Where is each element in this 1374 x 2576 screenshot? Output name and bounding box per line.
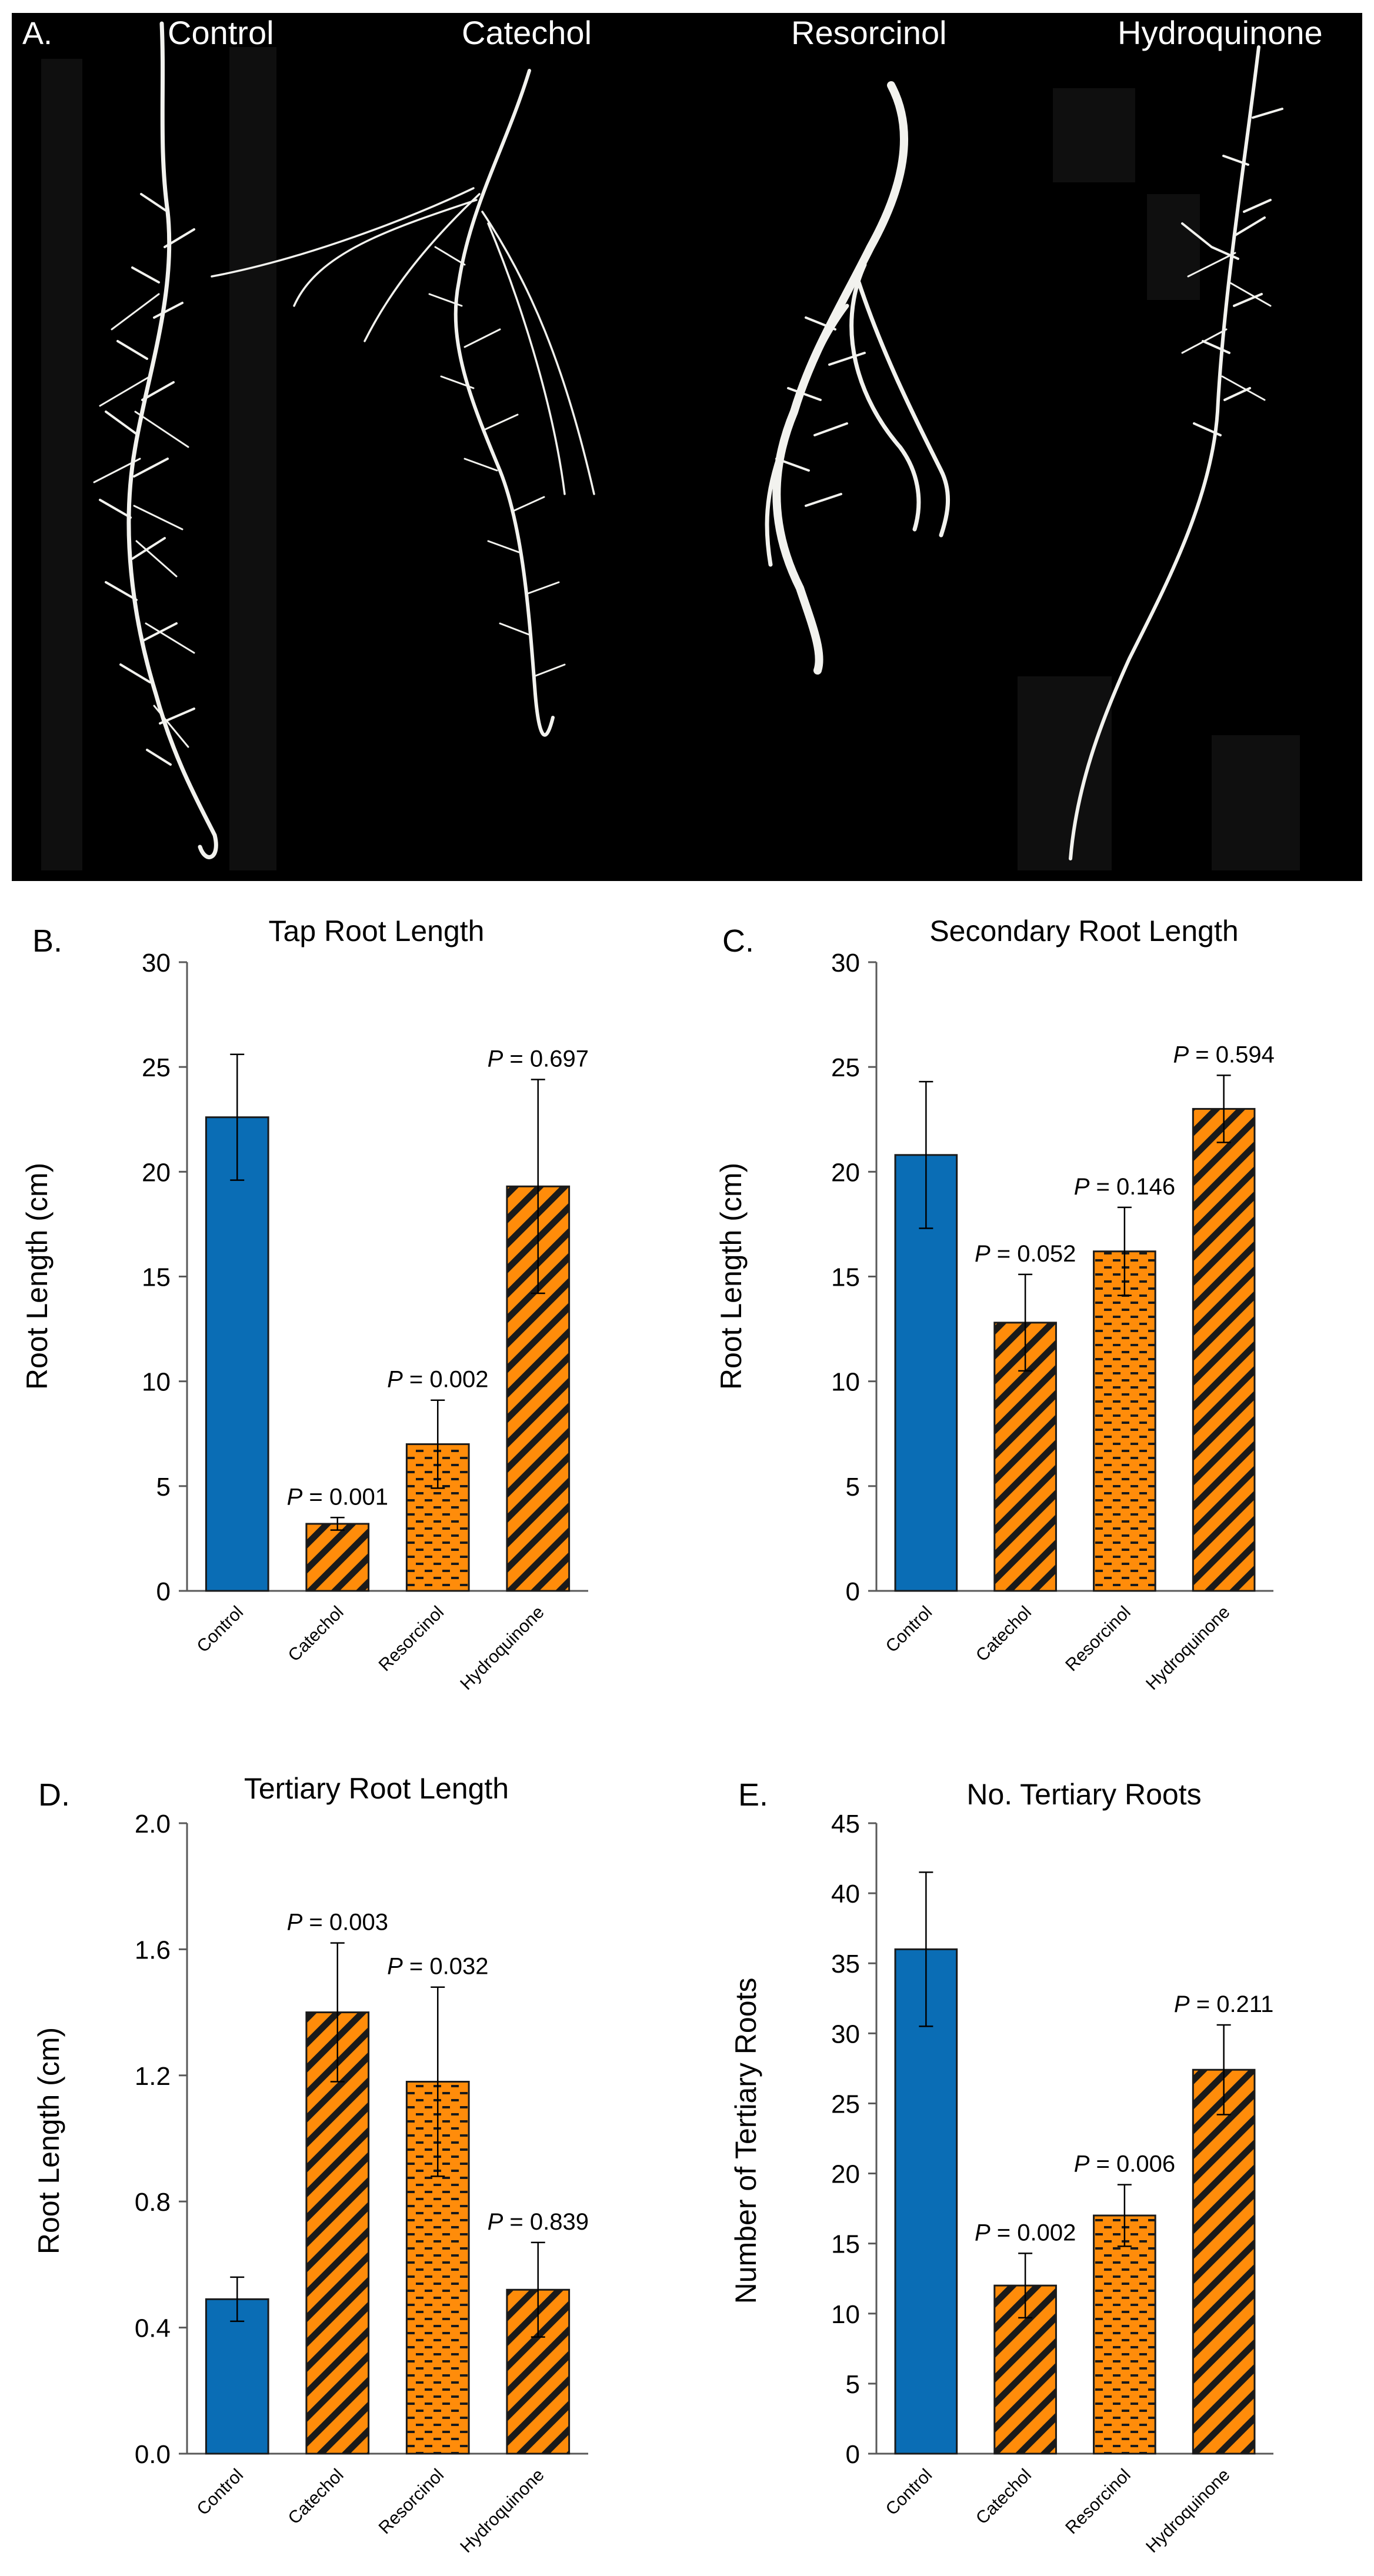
x-tick-label-hydroquinone: Hydroquinone	[456, 1603, 548, 1694]
bar-resorcinol	[1093, 2214, 1156, 2455]
y-tick-label: 5	[846, 1473, 860, 1501]
p-value-annotation: P = 0.003	[287, 1910, 388, 1936]
chart-title: Tap Root Length	[269, 915, 485, 947]
x-tick-label-resorcinol: Resorcinol	[1062, 1603, 1135, 1676]
x-tick-label-hydroquinone: Hydroquinone	[456, 2465, 548, 2557]
y-axis-label: Root Length (cm)	[21, 1163, 54, 1390]
chart-e: E. No. Tertiary Roots Number of Tertiary R…	[729, 1777, 1273, 2557]
y-axis-label: Root Length (cm)	[715, 1163, 748, 1390]
y-tick-label: 40	[831, 1880, 860, 1908]
root-resorcinol	[765, 81, 950, 675]
panel-label: D.	[38, 1777, 70, 1813]
chart-title: Secondary Root Length	[929, 915, 1238, 947]
root-hydroquinone	[1069, 45, 1283, 860]
p-value-annotation: P = 0.211	[1174, 1991, 1273, 2017]
bar-catechol	[305, 2011, 370, 2455]
y-tick-label: 20	[831, 1158, 860, 1187]
p-value-annotation: P = 0.001	[287, 1484, 388, 1510]
photo-caption-control: Control	[168, 14, 274, 51]
p-value-annotation: P = 0.032	[387, 1954, 488, 1980]
y-tick-label: 1.2	[135, 2062, 171, 2091]
photo-caption-hydroquinone: Hydroquinone	[1118, 14, 1323, 51]
p-value-annotation: P = 0.146	[1074, 1174, 1175, 1200]
p-value-annotation: P = 0.006	[1074, 2151, 1175, 2177]
photo-caption-resorcinol: Resorcinol	[791, 14, 947, 51]
y-tick-label: 30	[831, 2020, 860, 2048]
x-tick-label-catechol: Catechol	[285, 2465, 348, 2528]
x-tick-label-hydroquinone: Hydroquinone	[1142, 1603, 1233, 1694]
p-value-annotation: P = 0.002	[975, 2220, 1076, 2245]
photo-background	[12, 13, 1362, 881]
x-tick-label-hydroquinone: Hydroquinone	[1142, 2465, 1233, 2557]
y-tick-label: 2.0	[135, 1810, 171, 1838]
x-tick-label-control: Control	[882, 2465, 936, 2520]
y-tick-label: 30	[831, 949, 860, 977]
y-tick-label: 30	[142, 949, 171, 977]
y-tick-label: 45	[831, 1810, 860, 1838]
y-tick-label: 0.8	[135, 2188, 171, 2217]
y-tick-label: 20	[831, 2160, 860, 2189]
panel-label: B.	[32, 923, 62, 959]
y-tick-label: 0	[156, 1577, 171, 1606]
x-tick-label-control: Control	[193, 1603, 247, 1657]
y-tick-label: 15	[142, 1263, 171, 1292]
chart-d: D. Tertiary Root Length Root Length (cm) 0.…	[32, 1772, 589, 2557]
y-tick-label: 20	[142, 1158, 171, 1187]
x-tick-label-resorcinol: Resorcinol	[375, 2465, 448, 2538]
bar-resorcinol	[1093, 1250, 1156, 1592]
y-tick-label: 5	[846, 2370, 860, 2399]
root-catechol	[211, 69, 595, 737]
bar-catechol	[305, 1523, 370, 1592]
bar-hydroquinone	[1192, 2068, 1256, 2455]
x-tick-label-resorcinol: Resorcinol	[1062, 2465, 1135, 2538]
bar-control	[205, 2298, 269, 2455]
x-tick-label-catechol: Catechol	[972, 2465, 1035, 2528]
chart-c: C. Secondary Root Length Root Length (cm) 0…	[715, 915, 1275, 1694]
y-tick-label: 25	[831, 1053, 860, 1082]
y-tick-label: 0.0	[135, 2440, 171, 2469]
root-control	[93, 21, 218, 859]
root-photo-panel: A. Control Catechol Resorcinol Hydroquin…	[12, 13, 1362, 881]
y-tick-label: 10	[831, 2300, 860, 2329]
photo-caption-catechol: Catechol	[462, 14, 592, 51]
x-tick-label-resorcinol: Resorcinol	[375, 1603, 448, 1676]
y-tick-label: 1.6	[135, 1936, 171, 1964]
p-value-annotation: P = 0.697	[488, 1046, 589, 1072]
y-tick-label: 25	[831, 2090, 860, 2118]
x-tick-label-control: Control	[882, 1603, 936, 1657]
bar-hydroquinone	[1192, 1107, 1256, 1592]
y-tick-label: 15	[831, 1263, 860, 1292]
bar-control	[205, 1116, 269, 1592]
p-value-annotation: P = 0.594	[1173, 1042, 1274, 1067]
y-axis-label: Number of Tertiary Roots	[729, 1978, 762, 2304]
panel-label: C.	[722, 923, 754, 959]
p-value-annotation: P = 0.002	[387, 1367, 488, 1393]
photo-texture	[41, 47, 1300, 870]
x-tick-label-control: Control	[193, 2465, 247, 2520]
chart-title: No. Tertiary Roots	[966, 1778, 1201, 1811]
bar-resorcinol	[405, 1443, 470, 1592]
y-tick-label: 5	[156, 1473, 171, 1501]
y-tick-label: 25	[142, 1053, 171, 1082]
chart-title: Tertiary Root Length	[244, 1772, 509, 1805]
panel-label: E.	[738, 1777, 768, 1813]
chart-b: B. Tap Root Length Root Length (cm) 0 5 10 15 2…	[21, 915, 589, 1694]
p-value-annotation: P = 0.839	[488, 2209, 589, 2235]
y-tick-label: 0	[846, 2440, 860, 2469]
panel-a-label: A.	[22, 16, 52, 51]
y-tick-label: 0.4	[135, 2314, 171, 2343]
y-axis-label: Root Length (cm)	[32, 2027, 65, 2254]
y-tick-label: 15	[831, 2230, 860, 2259]
y-tick-label: 10	[831, 1368, 860, 1397]
y-tick-label: 10	[142, 1368, 171, 1397]
y-tick-label: 35	[831, 1950, 860, 1978]
x-tick-label-catechol: Catechol	[972, 1603, 1035, 1666]
p-value-annotation: P = 0.052	[975, 1241, 1076, 1267]
bar-control	[894, 1948, 958, 2455]
y-tick-label: 0	[846, 1577, 860, 1606]
x-tick-label-catechol: Catechol	[285, 1603, 348, 1666]
